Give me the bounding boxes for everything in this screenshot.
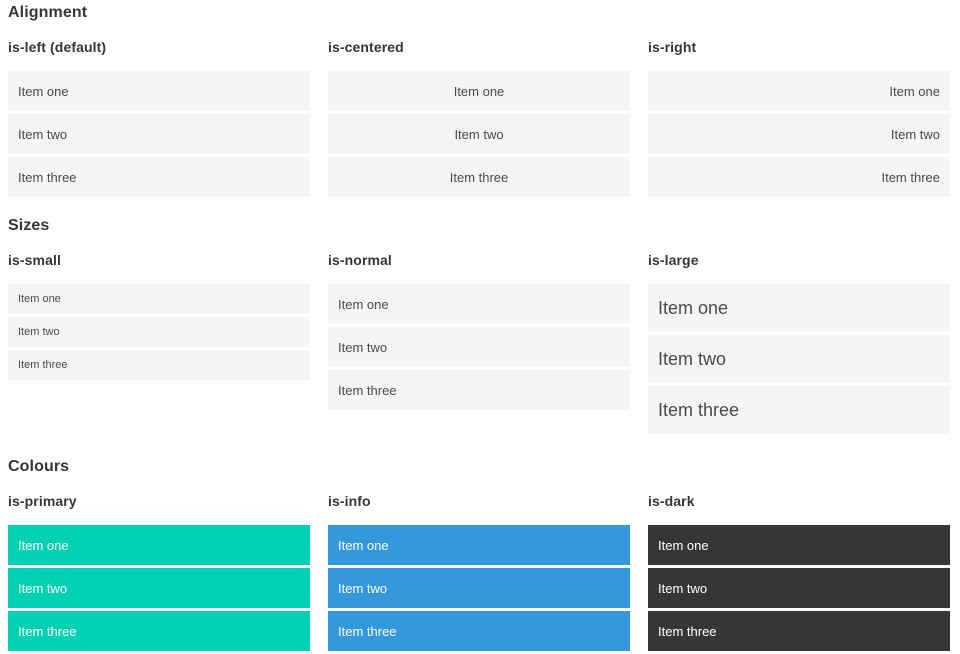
column-is-left: is-left (default) Item one Item two Item… (8, 40, 310, 197)
list-left-aligned: Item one Item two Item three (8, 71, 310, 197)
list-item: Item two (648, 335, 950, 383)
column-is-large: is-large Item one Item two Item three (648, 253, 950, 434)
list-item: Item one (648, 71, 950, 111)
list-info: Item one Item two Item three (328, 525, 630, 651)
list-large: Item one Item two Item three (648, 284, 950, 434)
column-label-is-small: is-small (8, 252, 61, 268)
list-item: Item three (328, 611, 630, 651)
list-item: Item three (328, 157, 630, 197)
list-item: Item two (8, 568, 310, 608)
list-small: Item one Item two Item three (8, 284, 310, 380)
list-center-aligned: Item one Item two Item three (328, 71, 630, 197)
list-item: Item one (8, 284, 310, 314)
list-primary: Item one Item two Item three (8, 525, 310, 651)
list-item: Item three (8, 611, 310, 651)
sizes-columns: is-small Item one Item two Item three is… (8, 253, 950, 434)
list-item: Item three (648, 386, 950, 434)
list-item: Item one (328, 71, 630, 111)
list-item: Item one (8, 525, 310, 565)
list-item: Item two (8, 317, 310, 347)
column-label-is-primary: is-primary (8, 493, 77, 509)
column-is-centered: is-centered Item one Item two Item three (328, 40, 630, 197)
alignment-columns: is-left (default) Item one Item two Item… (8, 40, 950, 197)
section-sizes: Sizes is-small Item one Item two Item th… (8, 218, 950, 434)
list-item: Item two (328, 114, 630, 154)
column-is-primary: is-primary Item one Item two Item three (8, 494, 310, 651)
list-normal: Item one Item two Item three (328, 284, 630, 410)
column-is-normal: is-normal Item one Item two Item three (328, 253, 630, 410)
section-title-sizes: Sizes (8, 217, 50, 234)
list-item: Item two (648, 568, 950, 608)
column-is-right: is-right Item one Item two Item three (648, 40, 950, 197)
list-item: Item three (648, 157, 950, 197)
list-item: Item two (648, 114, 950, 154)
list-item: Item one (8, 71, 310, 111)
section-alignment: Alignment is-left (default) Item one Ite… (8, 5, 950, 197)
column-label-is-centered: is-centered (328, 39, 404, 55)
list-item: Item three (648, 611, 950, 651)
list-item: Item two (328, 327, 630, 367)
list-item: Item two (8, 114, 310, 154)
list-item: Item one (328, 525, 630, 565)
list-item: Item one (648, 525, 950, 565)
list-item: Item three (8, 157, 310, 197)
list-item: Item one (648, 284, 950, 332)
section-title-alignment: Alignment (8, 4, 88, 21)
list-item: Item three (8, 350, 310, 380)
list-item: Item two (328, 568, 630, 608)
list-item: Item three (328, 370, 630, 410)
list-dark: Item one Item two Item three (648, 525, 950, 651)
list-item: Item one (328, 284, 630, 324)
colours-columns: is-primary Item one Item two Item three … (8, 494, 950, 651)
column-label-is-normal: is-normal (328, 252, 392, 268)
section-title-colours: Colours (8, 458, 70, 475)
column-is-info: is-info Item one Item two Item three (328, 494, 630, 651)
list-right-aligned: Item one Item two Item three (648, 71, 950, 197)
column-label-is-dark: is-dark (648, 493, 695, 509)
column-is-small: is-small Item one Item two Item three (8, 253, 310, 380)
column-label-is-info: is-info (328, 493, 371, 509)
section-colours: Colours is-primary Item one Item two Ite… (8, 459, 950, 651)
column-label-is-right: is-right (648, 39, 697, 55)
column-is-dark: is-dark Item one Item two Item three (648, 494, 950, 651)
column-label-is-left: is-left (default) (8, 39, 107, 55)
column-label-is-large: is-large (648, 252, 699, 268)
